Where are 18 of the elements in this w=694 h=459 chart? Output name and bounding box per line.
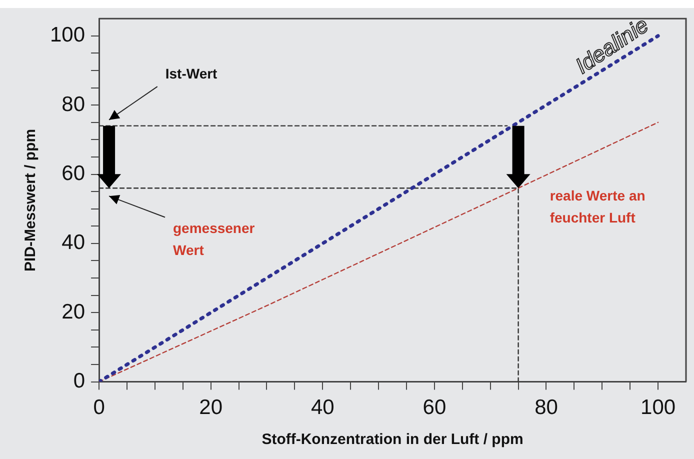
y-tick-label: 60 (62, 162, 86, 186)
annotation: gemessener Wert (172, 220, 256, 258)
y-tick-label: 80 (62, 92, 86, 116)
y-axis-title: PID-Messwert / ppm (22, 128, 40, 272)
x-axis-title: Stoff-Konzentration in der Luft / ppm (262, 431, 524, 448)
y-tick-label: 0 (73, 370, 86, 393)
annotation: reale Werte an feuchter Luft (550, 187, 646, 226)
y-tick-label: 100 (50, 24, 86, 47)
x-tick-label: 80 (534, 396, 558, 420)
x-tick-label: 40 (310, 396, 334, 420)
y-tick-label: 20 (62, 300, 86, 324)
line-series (99, 122, 659, 382)
x-tick-label: 60 (422, 396, 446, 420)
x-tick-label: 0 (93, 396, 105, 420)
annotation: Ist-Wert (165, 65, 218, 82)
x-tick-label: 100 (640, 396, 676, 420)
y-tick-label: 40 (62, 231, 86, 254)
x-tick-label: 20 (199, 396, 223, 420)
